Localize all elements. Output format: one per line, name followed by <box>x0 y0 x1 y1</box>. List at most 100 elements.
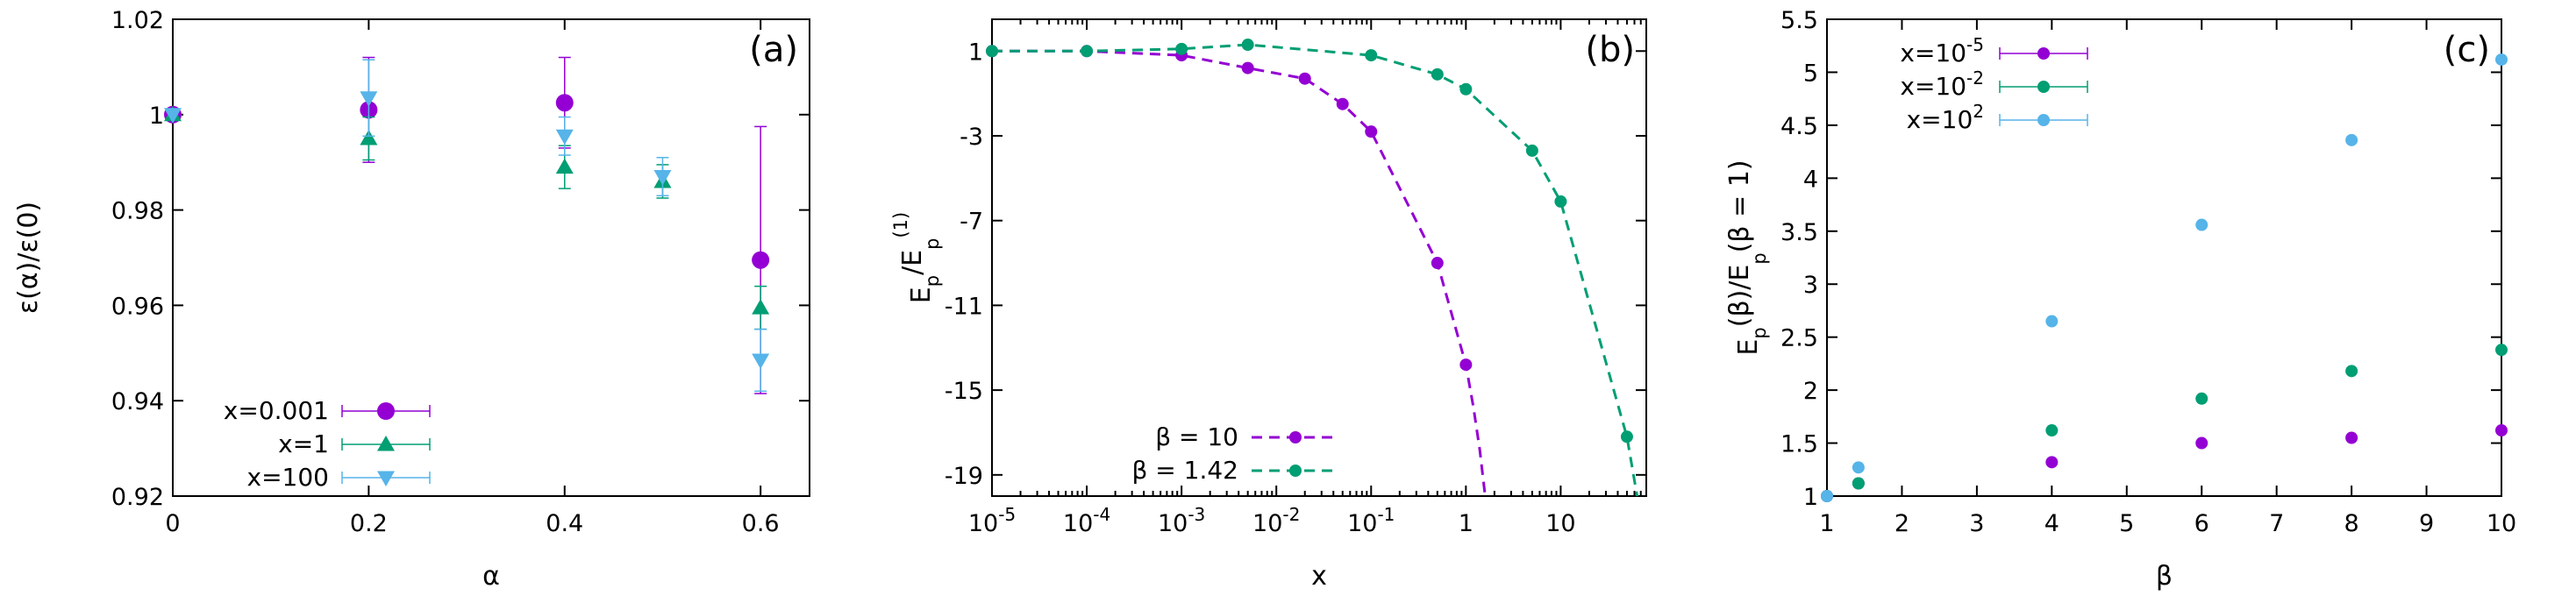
data-point <box>2195 436 2209 450</box>
data-point <box>164 108 182 124</box>
y-tick-label: 0.92 <box>111 484 164 511</box>
chart-panel-2: 10-5 10-4 10-3 10-2 10-1 1 10 1 -3 -7 -11 -15 -19 x Ep… <box>890 18 1647 592</box>
x-tick-label: 10 <box>2487 510 2516 537</box>
data-point <box>2495 424 2508 437</box>
x-tick-label: 10-5 <box>968 504 1016 537</box>
y-tick-label: 0.96 <box>111 293 164 320</box>
data-point <box>752 299 770 315</box>
data-point <box>555 158 574 174</box>
legend-label: x=10-5 <box>1900 34 1984 67</box>
x-tick-label: 0.4 <box>546 510 583 537</box>
legend-label: β = 10 <box>1155 422 1238 451</box>
legend-marker <box>2037 114 2050 126</box>
legend-label: x=102 <box>1907 101 1984 134</box>
legend-label: x=1 <box>278 429 329 458</box>
plot-frame <box>172 18 810 497</box>
legend-label: x=100 <box>247 463 329 492</box>
x-tick-label: 10 <box>1545 510 1575 537</box>
data-point <box>653 170 672 186</box>
data-point <box>1821 490 1833 502</box>
x-tick-label: 7 <box>2269 510 2284 537</box>
panel-label: (c) <box>2444 30 2490 70</box>
x-tick-label: 3 <box>1969 510 1984 537</box>
data-point <box>2345 431 2358 444</box>
x-tick-label: 2 <box>1895 510 1909 537</box>
x-tick-label: 10-2 <box>1252 504 1300 537</box>
legend-marker <box>377 402 395 420</box>
y-tick-label: -7 <box>960 209 983 236</box>
y-tick-label: 4.5 <box>1780 113 1818 140</box>
y-axis-title: ε(α)/ε(0) <box>13 202 44 314</box>
series-2 <box>164 105 770 330</box>
data-point <box>1459 358 1473 372</box>
legend-marker <box>1289 431 1302 443</box>
legend-marker <box>377 436 395 451</box>
data-point <box>360 91 378 107</box>
panel-label: (b) <box>1585 30 1635 70</box>
data-point <box>752 353 770 369</box>
x-tick-label: 5 <box>2119 510 2134 537</box>
legend-marker <box>2037 47 2050 60</box>
chart-panel-1: 0 0.2 0.4 0.6 0.92 0.94 0.96 0.98 1 1.02 α ε(α)/ε(0… <box>13 7 810 592</box>
x-tick-label: 1 <box>1819 510 1834 537</box>
y-tick-label: 1 <box>1803 484 1818 511</box>
y-axis-title: Ep/Ep(1) <box>890 212 943 303</box>
data-point <box>986 45 998 58</box>
data-point <box>1554 195 1567 208</box>
series-2 <box>1821 344 2508 502</box>
data-point <box>1431 67 1444 81</box>
data-point <box>2495 344 2508 357</box>
legend: x=10-5x=10-2x=102 <box>1900 34 2088 134</box>
data-point <box>2045 424 2059 437</box>
legend-label: β = 1.42 <box>1132 456 1238 485</box>
legend-marker <box>2037 81 2050 93</box>
y-tick-label: 3.5 <box>1780 219 1818 246</box>
series-3 <box>164 59 770 393</box>
x-tick-label: 0 <box>165 510 180 537</box>
y-tick-label: 0.94 <box>111 388 164 415</box>
x-axis-title: α <box>482 561 500 592</box>
data-point <box>2045 456 2059 469</box>
data-point <box>1241 61 1254 74</box>
x-tick-label: 0.2 <box>350 510 388 537</box>
y-axis-title: Ep(β)/Ep(β = 1) <box>1724 160 1770 355</box>
x-tick-label: 0.6 <box>742 510 780 537</box>
data-point <box>1365 49 1378 62</box>
data-point <box>2045 315 2059 328</box>
series-2 <box>986 39 1639 496</box>
data-point <box>1431 257 1444 270</box>
y-tick-label: -11 <box>945 293 983 320</box>
data-point <box>2195 218 2209 231</box>
data-point <box>555 129 574 145</box>
data-point <box>1459 82 1473 96</box>
data-point <box>1365 125 1378 138</box>
plot-frame <box>991 18 1647 497</box>
series-1 <box>986 45 1487 496</box>
plot-frame <box>1826 18 2502 497</box>
y-tick-label: 1 <box>968 39 983 66</box>
y-tick-label: 1 <box>149 103 164 130</box>
series-line <box>992 49 1487 496</box>
data-point <box>1241 39 1254 52</box>
legend-label: x=10-2 <box>1900 67 1984 101</box>
y-tick-label: -15 <box>945 378 983 405</box>
legend: x=0.001 x=1 x=100 <box>224 396 431 492</box>
x-tick-label: 6 <box>2194 510 2209 537</box>
x-axis-title: x <box>1311 561 1327 592</box>
series-3 <box>1821 53 2508 502</box>
data-point <box>2345 133 2358 146</box>
x-axis-title: β <box>2156 561 2173 592</box>
data-point <box>2495 53 2508 66</box>
y-tick-label: -3 <box>960 124 983 151</box>
legend-label: x=0.001 <box>224 396 329 425</box>
x-tick-label: 1 <box>1459 510 1474 537</box>
y-tick-label: 2 <box>1803 378 1818 405</box>
y-tick-label: 2.5 <box>1780 325 1818 352</box>
legend-marker <box>377 471 395 486</box>
data-point <box>1852 461 1865 474</box>
legend: β = 10 β = 1.42 <box>1132 422 1339 485</box>
x-tick-label: 10-1 <box>1347 504 1395 537</box>
legend-marker <box>1289 465 1302 477</box>
series-1 <box>1821 424 2508 502</box>
